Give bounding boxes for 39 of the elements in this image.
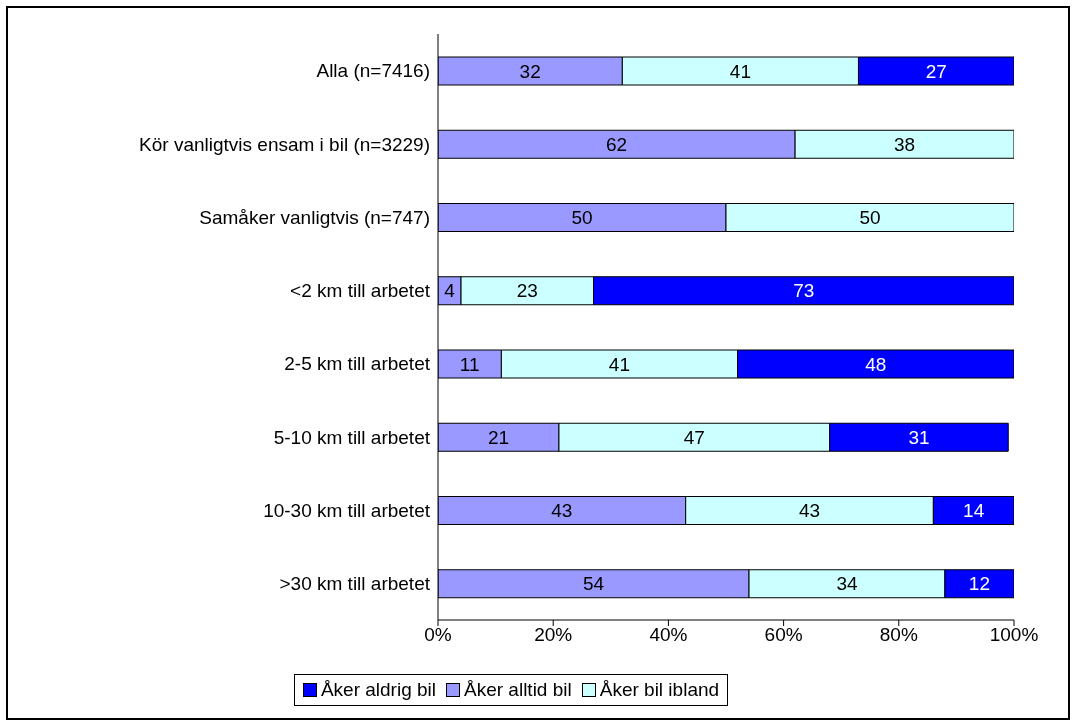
data-label: 31 xyxy=(908,426,930,448)
x-tick-label: 60% xyxy=(764,624,803,646)
legend-label: Åker bil ibland xyxy=(598,679,720,701)
data-label: 12 xyxy=(968,573,991,595)
legend-label: Åker aldrig bil xyxy=(319,679,437,701)
x-tick-label: 40% xyxy=(649,624,688,646)
data-label: 34 xyxy=(836,573,858,595)
data-label: 43 xyxy=(551,500,573,522)
x-tick-label: 0% xyxy=(424,624,452,646)
data-label: 48 xyxy=(865,353,887,375)
y-tick-label: Samåker vanligtvis (n=747) xyxy=(199,206,430,228)
x-tick-label: 100% xyxy=(989,624,1039,646)
data-label: 21 xyxy=(487,426,510,448)
y-tick-label: 10-30 km till arbetet xyxy=(263,499,431,521)
data-label: 11 xyxy=(459,353,480,375)
data-label: 38 xyxy=(893,133,916,155)
data-label: 27 xyxy=(925,60,947,82)
data-label: 23 xyxy=(516,280,538,302)
y-tick-label: 5-10 km till arbetet xyxy=(273,426,431,448)
data-label: 73 xyxy=(793,280,815,302)
x-tick-label: 80% xyxy=(879,624,918,646)
y-tick-label: Kör vanligtvis ensam i bil (n=3229) xyxy=(139,133,430,155)
data-label: 54 xyxy=(582,573,605,595)
y-tick-label: <2 km till arbetet xyxy=(290,280,431,302)
data-label: 50 xyxy=(859,207,881,229)
legend-label: Åker alltid bil xyxy=(463,679,572,701)
data-label: 47 xyxy=(683,426,705,448)
data-label: 41 xyxy=(729,60,751,82)
y-tick-label: 2-5 km till arbetet xyxy=(284,353,431,375)
x-tick-label: 20% xyxy=(534,624,573,646)
data-label: 62 xyxy=(605,133,628,155)
data-label: 14 xyxy=(963,500,985,522)
data-label: 4 xyxy=(444,280,456,302)
data-label: 41 xyxy=(608,353,631,375)
data-label: 43 xyxy=(798,500,821,522)
data-label: 32 xyxy=(519,60,541,82)
y-tick-label: >30 km till arbetet xyxy=(279,573,431,595)
y-tick-label: Alla (n=7416) xyxy=(316,60,430,82)
data-label: 50 xyxy=(571,207,593,229)
